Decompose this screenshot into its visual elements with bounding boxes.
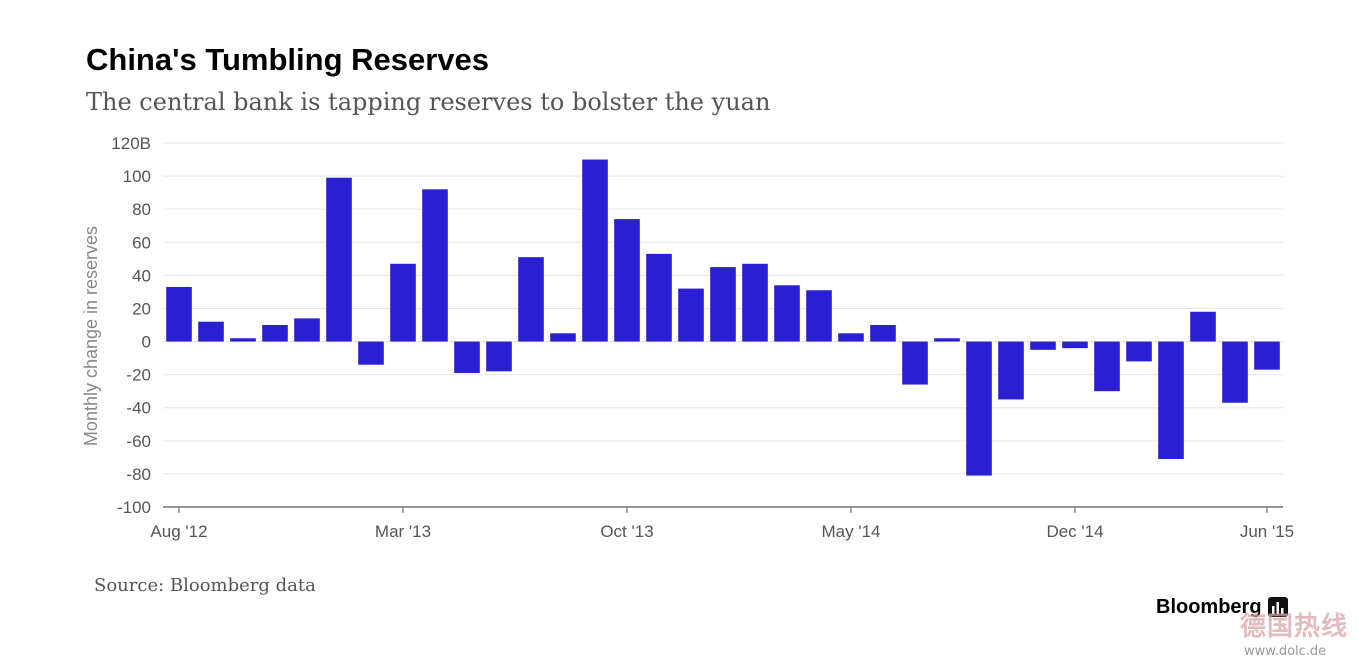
x-tick-label: May '14 [822, 522, 881, 541]
bar: Aug '12: 33 [166, 286, 192, 342]
chart-subtitle: The central bank is tapping reserves to … [86, 88, 771, 116]
bar: Jul '13: 51 [518, 257, 544, 342]
x-tick-label: Mar '13 [375, 522, 431, 541]
watermark: 德国热线 www.dolc.de [1240, 612, 1352, 662]
x-tick-label: Oct '13 [600, 522, 653, 541]
bar: Apr '13: 92 [422, 189, 448, 342]
x-tick-label: Aug '12 [150, 522, 207, 541]
bar: May '13: -19 [454, 341, 480, 373]
y-tick-label: -40 [126, 399, 151, 418]
bar: Oct '13: 74 [614, 219, 640, 342]
bar: Apr '14: 31 [806, 290, 832, 342]
bar: Jan '13: 99 [326, 177, 352, 342]
bar: Jan '15: -30 [1094, 341, 1120, 392]
y-tick-label: -80 [126, 465, 151, 484]
bar: Jun '13: -18 [486, 341, 512, 372]
bar: Feb '14: 47 [742, 263, 768, 342]
y-tick-label: 120B [111, 134, 151, 153]
y-axis-label: Monthly change in reserves [81, 226, 101, 446]
bar: Jun '15: -17 [1254, 341, 1280, 370]
y-tick-label: -60 [126, 432, 151, 451]
x-tick-labels: Aug '12 Mar '13 Oct '13 May '14 Dec '14 Jun '… [150, 522, 1294, 541]
bar: Oct '14: -35 [998, 341, 1024, 400]
x-tick-label: Dec '14 [1046, 522, 1103, 541]
y-tick-labels: 120B 100 80 60 40 20 0 -20 -40 -60 -80 -100 [111, 134, 151, 517]
bar: Jan '14: 45 [710, 267, 736, 342]
bar: Sep '14: -81 [966, 341, 992, 476]
bar: Sep '13: 110 [582, 159, 608, 342]
y-tick-label: 40 [132, 266, 151, 285]
bar: Apr '15: 18 [1190, 311, 1216, 342]
bar: Mar '15: -71 [1158, 341, 1184, 460]
bar: Dec '12: 14 [294, 318, 320, 342]
y-tick-label: 80 [132, 200, 151, 219]
bar: Aug '13: 5 [550, 333, 576, 342]
chart-title: China's Tumbling Reserves [86, 42, 490, 77]
bar: Jun '14: 10 [870, 325, 896, 342]
bar: Nov '12: 10 [262, 325, 288, 342]
bar-chart-icon [1267, 597, 1288, 617]
bar: Feb '15: -12 [1126, 341, 1152, 362]
y-tick-label: -100 [117, 498, 151, 517]
bar: May '15: -37 [1222, 341, 1248, 403]
bar: Sep '12: 12 [198, 321, 224, 342]
bar: Jul '14: -26 [902, 341, 928, 385]
bars: Aug '12: 33 Sep '12: 12 Oct '12: 2 Nov '12:… [166, 159, 1280, 476]
bar: Aug '14: 2 [934, 338, 960, 342]
watermark-url: www.dolc.de [1244, 644, 1327, 659]
y-tick-label: -20 [126, 366, 151, 385]
bar: Mar '14: 34 [774, 285, 800, 342]
watermark-text: 德国热线 [1240, 612, 1349, 642]
brand-logo: Bloomberg [1156, 594, 1288, 620]
bar: Dec '14: -4 [1062, 341, 1088, 349]
bar: Nov '13: 53 [646, 253, 672, 342]
bar: Feb '13: -14 [358, 341, 384, 365]
x-axis [163, 506, 1283, 513]
bar: Mar '13: 47 [390, 263, 416, 342]
y-tick-label: 0 [142, 333, 151, 352]
bar: Nov '14: -5 [1030, 341, 1056, 350]
y-tick-label: 60 [132, 233, 151, 252]
y-tick-label: 100 [123, 167, 151, 186]
source-note: Source: Bloomberg data [94, 575, 316, 596]
y-tick-label: 20 [132, 299, 151, 318]
brand-name: Bloomberg [1156, 596, 1262, 618]
bar: May '14: 5 [838, 333, 864, 342]
x-tick-label: Jun '15 [1240, 522, 1294, 541]
bar: Oct '12: 2 [230, 338, 256, 342]
bar: Dec '13: 32 [678, 288, 704, 342]
